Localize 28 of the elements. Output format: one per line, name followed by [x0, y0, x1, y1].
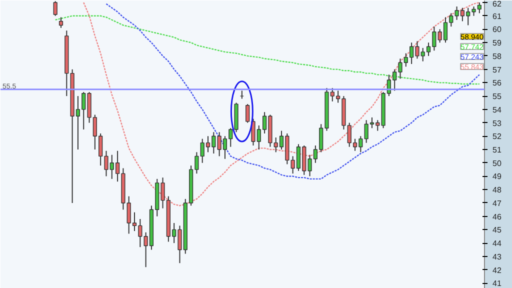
y-tick-label: 55	[492, 92, 502, 102]
y-tick-label: 49	[492, 172, 502, 182]
y-tick-label: 50	[492, 158, 502, 168]
y-tick-label: 42	[492, 266, 502, 275]
candlestick	[426, 42, 431, 56]
candlestick	[432, 26, 436, 52]
y-tick-label: 41	[492, 279, 502, 288]
y-tick-label: 46	[492, 212, 502, 222]
y-tick-label: 53	[492, 118, 502, 128]
candlestick	[319, 124, 324, 153]
y-tick-label: 44	[492, 239, 502, 248]
y-tick-label: 61	[492, 12, 502, 21]
candlestick	[313, 145, 318, 164]
y-tick-label: 60	[492, 25, 502, 34]
y-tick-label: 52	[492, 132, 502, 142]
candlestick	[53, 0, 58, 16]
y-tick-label: 47	[492, 198, 502, 208]
y-tick-label: 43	[492, 252, 502, 262]
y-tick-label: 59	[492, 38, 502, 48]
y-tick-label: 58	[492, 52, 502, 61]
y-tick-label: 57	[492, 65, 502, 74]
y-tick-label: 62	[492, 0, 502, 8]
y-tick-label: 51	[492, 146, 502, 155]
y-tick-label: 45	[492, 226, 502, 235]
y-tick-label: 48	[492, 186, 502, 195]
y-tick-label: 56	[492, 78, 502, 88]
y-tick-label: 54	[492, 105, 502, 114]
candlestick	[58, 16, 64, 28]
